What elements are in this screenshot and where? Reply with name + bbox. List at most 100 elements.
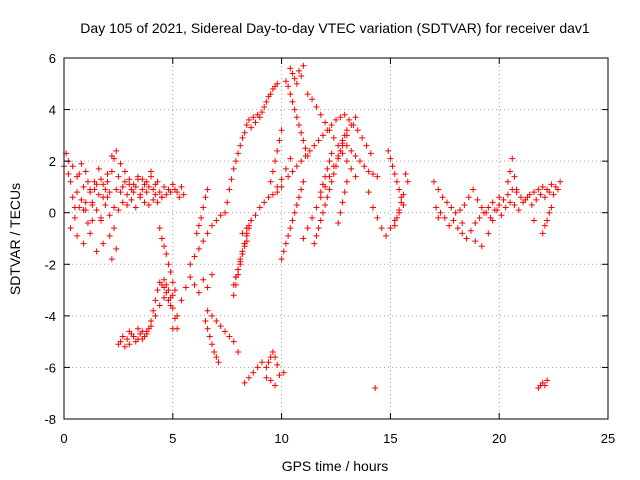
data-point <box>259 109 266 116</box>
data-point <box>252 212 259 219</box>
data-point <box>289 168 296 175</box>
data-point <box>93 248 100 255</box>
data-point <box>326 127 333 134</box>
data-point <box>65 171 72 178</box>
data-point <box>117 160 124 167</box>
data-point <box>343 178 350 185</box>
data-point <box>239 134 246 141</box>
x-tick-label: 20 <box>492 431 506 446</box>
data-point <box>208 341 215 348</box>
data-point <box>391 222 398 229</box>
data-point <box>478 243 485 250</box>
data-point <box>328 122 335 129</box>
data-point <box>156 189 163 196</box>
data-point <box>67 178 74 185</box>
data-point <box>104 194 111 201</box>
data-point <box>130 333 137 340</box>
data-point <box>298 129 305 136</box>
data-point <box>163 281 170 288</box>
data-point <box>467 227 474 234</box>
data-point <box>369 204 376 211</box>
data-point <box>115 207 122 214</box>
data-point <box>463 235 470 242</box>
data-point <box>319 181 326 188</box>
data-point <box>89 217 96 224</box>
data-point <box>328 150 335 157</box>
data-point <box>124 191 131 198</box>
data-point <box>76 204 83 211</box>
data-point <box>285 173 292 180</box>
data-point <box>300 235 307 242</box>
data-point <box>400 191 407 198</box>
data-point <box>454 225 461 232</box>
data-point <box>230 292 237 299</box>
data-point <box>169 305 176 312</box>
data-point <box>302 145 309 152</box>
data-point <box>322 201 329 208</box>
data-point <box>250 369 257 376</box>
data-point <box>544 217 551 224</box>
y-tick-label: 0 <box>49 206 56 221</box>
data-point <box>352 152 359 159</box>
data-point <box>346 116 353 123</box>
data-point <box>174 189 181 196</box>
data-point <box>489 217 496 224</box>
data-point <box>393 178 400 185</box>
data-point <box>87 230 94 237</box>
data-point <box>531 189 538 196</box>
data-point <box>139 186 146 193</box>
data-point <box>282 165 289 172</box>
data-point <box>256 204 263 211</box>
data-point <box>335 155 342 162</box>
data-point <box>256 114 263 121</box>
data-point <box>330 171 337 178</box>
data-point <box>337 114 344 121</box>
data-point <box>202 318 209 325</box>
data-point <box>502 204 509 211</box>
data-point <box>472 220 479 227</box>
data-point <box>557 178 564 185</box>
data-point <box>326 186 333 193</box>
data-point <box>459 220 466 227</box>
data-point <box>317 111 324 118</box>
data-series <box>61 62 564 392</box>
data-point <box>328 178 335 185</box>
data-point <box>148 318 155 325</box>
data-point <box>163 191 170 198</box>
data-point <box>237 261 244 268</box>
data-point <box>539 183 546 190</box>
plot-frame <box>63 57 609 420</box>
data-point <box>435 214 442 221</box>
data-point <box>87 186 94 193</box>
data-point <box>285 232 292 239</box>
data-point <box>134 325 141 332</box>
data-point <box>93 207 100 214</box>
data-point <box>269 168 276 175</box>
data-point <box>278 176 285 183</box>
data-point <box>111 225 118 232</box>
data-point <box>313 204 320 211</box>
data-point <box>369 171 376 178</box>
data-point <box>541 382 548 389</box>
data-point <box>265 359 272 366</box>
data-point <box>374 173 381 180</box>
data-point <box>267 178 274 185</box>
data-point <box>78 196 85 203</box>
data-point <box>152 312 159 319</box>
data-point <box>263 374 270 381</box>
data-point <box>385 147 392 154</box>
data-point <box>248 217 255 224</box>
data-point <box>396 207 403 214</box>
data-point <box>80 183 87 190</box>
data-point <box>496 201 503 208</box>
data-point <box>106 212 113 219</box>
grid-lines <box>64 58 608 419</box>
data-point <box>198 214 205 221</box>
data-point <box>304 225 311 232</box>
data-point <box>204 307 211 314</box>
data-point <box>171 287 178 294</box>
y-tick-label: 6 <box>49 51 56 66</box>
data-point <box>193 230 200 237</box>
data-point <box>498 212 505 219</box>
